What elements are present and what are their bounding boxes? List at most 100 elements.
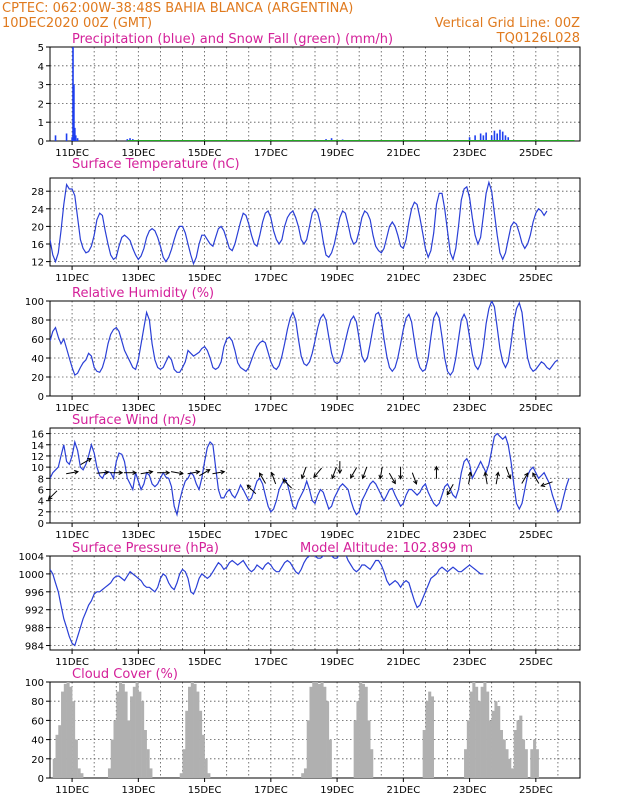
cloud-bar [524,749,528,778]
wind-arrow-head [246,484,252,490]
cloud-bar [63,683,67,778]
cloud-bar [190,682,194,778]
wind-arrow-shaft [48,490,58,500]
wind-arrow-shaft [541,481,553,487]
wind-arrow-head [361,474,366,480]
precip-bar [507,137,510,141]
precip-xtick-label: 21DEC [386,148,420,159]
wind-arrow-shaft [331,466,337,479]
cloud-bar [367,720,371,778]
cloud-bar [146,749,150,778]
cloud-bar [361,683,365,778]
precip-bar [493,130,496,141]
header-start-time: 10DEC2020 00Z (GMT) [2,16,152,31]
wind-arrow-shaft [495,472,499,485]
wind-arrow [378,466,384,480]
cloud-bar [466,720,470,778]
wind-arrow-head [446,490,451,496]
cloud-bar [149,768,153,778]
wind-arrow [212,469,226,475]
wind-arrow [282,478,292,489]
cloud-bar [107,768,112,778]
wind-arrow [124,470,138,476]
wind-arrow [110,470,124,476]
precip-bar [72,47,74,141]
wind-arrow-head [118,470,124,476]
temp-frame [49,177,581,267]
cloud-xtick-label: 19DEC [320,785,354,796]
rh-ytick-label: 60 [31,335,44,346]
cloud-bar [196,691,200,778]
wind-arrow-shaft [521,472,529,484]
wind-xtick-label: 25DEC [519,530,553,541]
precip-bar [54,135,57,141]
wind-arrow-head [467,471,473,477]
cloud-bar [127,720,131,778]
cloud-bar [306,720,310,778]
pressure-subtitle: Model Altitude: 102.899 m [300,541,473,556]
wind-arrow-head [104,470,110,475]
wind-arrow-head [87,458,92,463]
wind-arrow-shaft [411,472,417,485]
cloud-bar [312,682,316,778]
pressure-xtick-label: 19DEC [320,657,354,668]
wind-arrow [300,466,307,480]
cloud-bar [430,696,434,778]
temp-xtick-label: 25DEC [519,273,553,284]
cloud-bar [359,682,363,778]
wind-arrow-head [524,472,529,478]
pressure-xtick-label: 21DEC [386,657,420,668]
wind-arrow [398,466,403,480]
wind-arrow-shaft [446,484,454,495]
wind-arrow-shaft [379,466,383,479]
pressure-title: Surface Pressure (hPa) [72,541,219,556]
cloud-bar [58,725,62,778]
wind-arrow-head [391,479,396,485]
cloud-bar [110,739,114,778]
wind-arrow-head [506,474,512,480]
cloud-bar [519,715,523,778]
wind-arrow-head [313,473,318,479]
wind-xtick-label: 13DEC [121,530,155,541]
pressure-xtick-label: 11DEC [55,657,89,668]
wind-arrow-shaft [362,466,368,479]
temp-title: Surface Temperature (nC) [72,157,240,172]
wind-arrow [337,461,343,475]
cloud-bar [315,682,319,778]
rh-xtick-label: 15DEC [188,403,222,414]
wind-arrow-head [47,495,53,501]
rh-series-line [50,301,559,377]
cloud-bar [425,701,429,778]
cloud-bar [185,710,189,778]
cloud-bar [516,720,520,778]
cloud-xtick-label: 23DEC [453,785,487,796]
pressure-ytick-label: 984 [25,642,44,653]
pressure-frame [49,555,581,651]
wind-xtick-label: 17DEC [254,530,288,541]
cloud-ytick-label: 20 [31,755,44,766]
cloud-bar [510,768,515,778]
wind-arrow-shaft [532,472,540,484]
temp-xtick-label: 13DEC [121,273,155,284]
cloud-xtick-label: 13DEC [121,785,155,796]
precip-bar [499,129,501,141]
rh-xtick-label: 21DEC [386,403,420,414]
wind-arrow-shaft [282,479,292,489]
precip-bar [482,135,485,141]
cloud-bar [464,749,468,778]
temp-panel: 12 16 20 24 28 11DEC 13DEC 15DEC 17DEC 19DEC 21DEC… [31,157,581,284]
pressure-series-line [50,556,484,647]
wind-arrow [66,469,80,475]
wind-arrow [259,472,266,484]
cloud-bar [179,773,183,778]
wind-arrow-head [270,471,275,477]
wind-arrow-head [495,471,500,477]
wind-arrow-head [282,478,288,484]
wind-xtick-label: 23DEC [453,530,487,541]
precip-ytick-label: 3 [38,81,44,92]
wind-arrow-head [132,470,138,476]
wind-arrow-shaft [313,467,323,478]
precip-ytick-label: 1 [38,118,44,129]
wind-arrow [540,481,553,488]
wind-arrow-head [148,469,154,475]
